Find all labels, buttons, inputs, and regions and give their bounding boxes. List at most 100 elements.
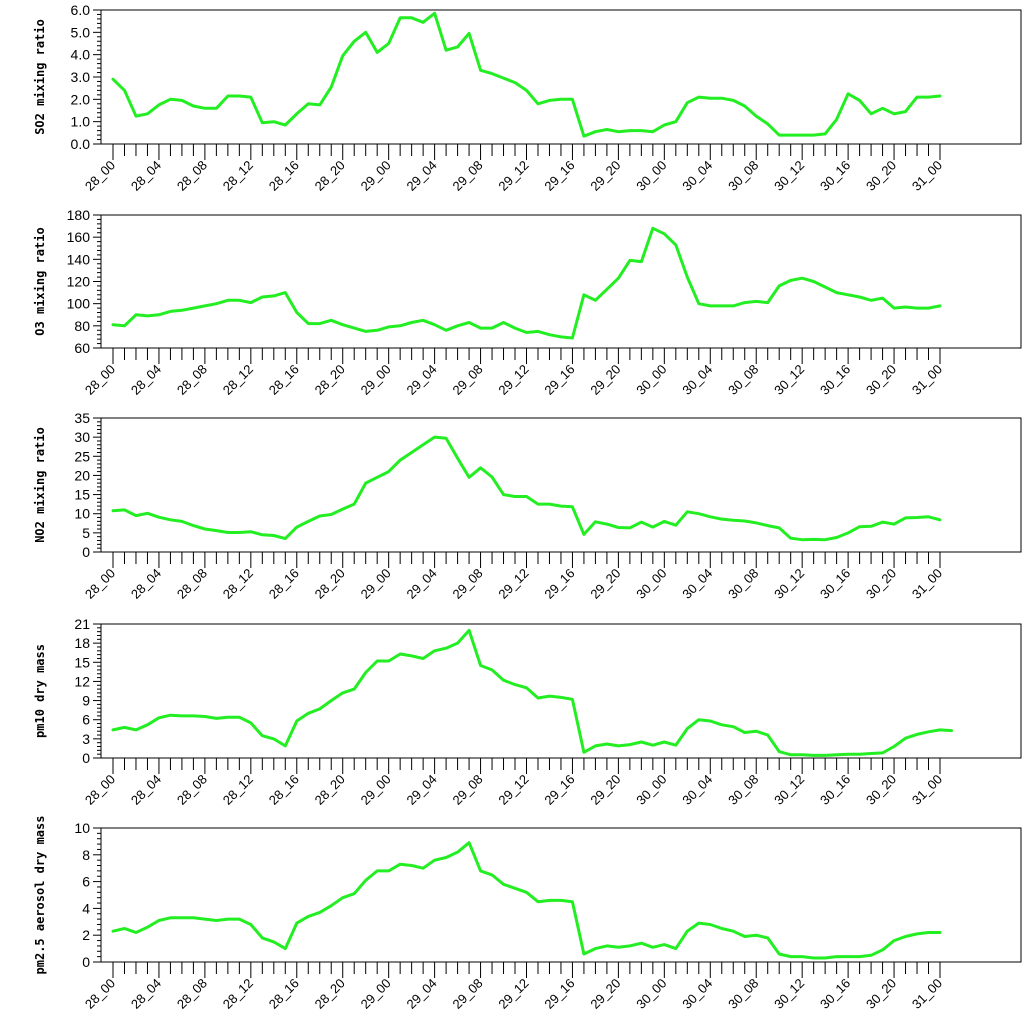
y-tick-label: 0 <box>82 750 90 766</box>
x-tick-label: 28_16 <box>266 566 302 602</box>
x-tick-label: 28_08 <box>174 158 210 194</box>
y-tick-label: 15 <box>74 487 90 503</box>
panel-pm10: 0 3 6 9 12 15 18 21 pm10 dry mass 28_00 28_04 28_08… <box>33 616 1022 808</box>
x-tick-label: 28_00 <box>82 566 118 602</box>
x-tick-label: 30_08 <box>725 976 761 1012</box>
x-tick-label: 31_00 <box>909 158 945 194</box>
x-tick-label: 29_12 <box>495 772 531 808</box>
x-tick-label: 29_04 <box>404 362 440 398</box>
y-tick-label: 15 <box>74 654 90 670</box>
x-tick-label: 28_04 <box>128 158 164 194</box>
x-tick-label: 28_08 <box>174 566 210 602</box>
panel-so2: 0.0 1.0 2.0 3.0 4.0 5.0 6.0 SO2 mixing ratio 28_… <box>33 2 1022 194</box>
x-tick-label: 28_12 <box>220 158 256 194</box>
x-tick-label: 28_00 <box>82 362 118 398</box>
y-tick-label: 0.0 <box>71 136 91 152</box>
x-tick-label: 30_12 <box>771 566 807 602</box>
x-tick-label: 31_00 <box>909 976 945 1012</box>
x-tick-label: 30_16 <box>817 566 853 602</box>
plot-frame <box>100 827 1022 963</box>
x-tick-label: 30_12 <box>771 158 807 194</box>
x-tick-label: 29_00 <box>358 976 394 1012</box>
x-tick-label: 29_08 <box>450 772 486 808</box>
panel-pm25: 0 2 4 6 8 10 pm2.5 aerosol dry mass 28_00 28_04 2… <box>33 816 1022 1012</box>
y-tick-label: 6 <box>82 712 90 728</box>
series-line <box>111 628 953 757</box>
x-tick-label: 29_16 <box>541 362 577 398</box>
y-tick-label: 160 <box>67 229 91 245</box>
y-tick-label: 140 <box>67 251 91 267</box>
x-tick-label: 31_00 <box>909 566 945 602</box>
x-tick-label: 29_20 <box>587 362 623 398</box>
y-tick-label: 12 <box>74 673 90 689</box>
y-tick-label: 0 <box>82 954 90 970</box>
x-tick-label: 30_20 <box>863 772 899 808</box>
x-tick-label: 28_04 <box>128 362 164 398</box>
x-tick-label: 28_12 <box>220 362 256 398</box>
x-tick-label: 29_16 <box>541 158 577 194</box>
x-tick-label: 30_16 <box>817 362 853 398</box>
x-tick-label: 30_04 <box>679 772 715 808</box>
y-tick-label: 18 <box>74 635 90 651</box>
x-tick-label: 28_16 <box>266 976 302 1012</box>
y-tick-label: 3.0 <box>71 69 91 85</box>
plot-frame <box>100 9 1022 145</box>
x-tick-label: 28_16 <box>266 362 302 398</box>
y-tick-label: 0 <box>82 544 90 560</box>
panel-o3: 60 80 100 120 140 160 180 O3 mixing ratio 28_00 2… <box>33 207 1022 398</box>
x-tick-label: 30_16 <box>817 158 853 194</box>
series-line <box>111 11 942 138</box>
y-tick-label: 120 <box>67 274 91 290</box>
panel-no2: 0 5 10 15 20 25 30 35 NO2 mixing ratio 28_00 28_04… <box>33 410 1022 602</box>
x-tick-label: 29_04 <box>404 566 440 602</box>
y-tick-label: 6.0 <box>71 2 91 18</box>
x-tick-label: 30_04 <box>679 976 715 1012</box>
y-tick-label: 8 <box>82 847 90 863</box>
series-line <box>111 226 942 340</box>
x-tick-label: 28_20 <box>312 362 348 398</box>
y-tick-label: 21 <box>74 616 90 632</box>
x-tick-label: 30_00 <box>633 158 669 194</box>
y-axis-label: O3 mixing ratio <box>33 227 47 335</box>
x-tick-label: 30_08 <box>725 158 761 194</box>
x-tick-label: 29_00 <box>358 566 394 602</box>
x-tick-label: 28_16 <box>266 158 302 194</box>
plot-frame <box>100 623 1022 759</box>
x-tick-label: 28_16 <box>266 772 302 808</box>
x-tick-label: 29_12 <box>495 158 531 194</box>
x-tick-label: 28_20 <box>312 976 348 1012</box>
x-tick-label: 28_12 <box>220 976 256 1012</box>
x-tick-label: 29_04 <box>404 772 440 808</box>
y-tick-label: 5 <box>82 525 90 541</box>
y-tick-label: 6 <box>82 874 90 890</box>
x-tick-label: 29_20 <box>587 772 623 808</box>
x-tick-label: 31_00 <box>909 362 945 398</box>
y-tick-label: 5.0 <box>71 24 91 40</box>
series-line <box>111 435 942 542</box>
x-tick-label: 30_12 <box>771 772 807 808</box>
x-tick-label: 28_12 <box>220 772 256 808</box>
x-tick-label: 31_00 <box>909 772 945 808</box>
x-tick-label: 30_20 <box>863 362 899 398</box>
y-tick-label: 180 <box>67 207 91 223</box>
y-tick-label: 4 <box>82 900 90 916</box>
x-tick-label: 29_00 <box>358 772 394 808</box>
x-tick-label: 29_08 <box>450 976 486 1012</box>
x-tick-label: 28_12 <box>220 566 256 602</box>
x-tick-label: 30_08 <box>725 362 761 398</box>
x-tick-label: 30_04 <box>679 362 715 398</box>
x-tick-label: 30_16 <box>817 772 853 808</box>
x-tick-label: 30_04 <box>679 158 715 194</box>
y-tick-label: 9 <box>82 693 90 709</box>
x-tick-label: 29_08 <box>450 158 486 194</box>
x-tick-label: 30_08 <box>725 772 761 808</box>
x-tick-label: 30_04 <box>679 566 715 602</box>
x-tick-label: 28_04 <box>128 566 164 602</box>
y-tick-label: 10 <box>74 820 90 836</box>
y-tick-label: 60 <box>74 340 90 356</box>
x-tick-label: 28_04 <box>128 976 164 1012</box>
x-tick-label: 28_20 <box>312 772 348 808</box>
y-tick-label: 35 <box>74 410 90 426</box>
x-tick-label: 30_00 <box>633 772 669 808</box>
